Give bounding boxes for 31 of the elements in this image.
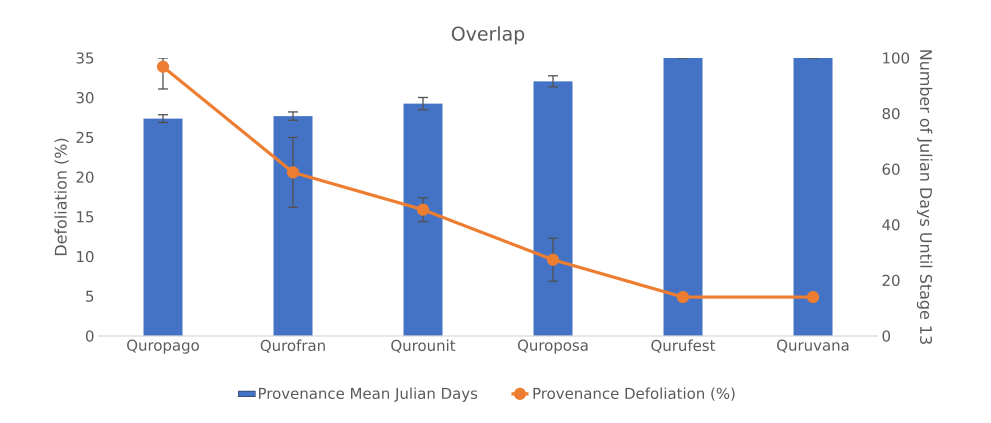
y2-tick-label: 0 <box>882 330 890 342</box>
y2-axis-title: Number of Julian Days Until Stage 13 <box>916 50 932 344</box>
y2-tick-label: 20 <box>882 274 900 286</box>
y-axis-title: Defoliation (%) <box>54 138 69 256</box>
y-tick-label: 10 <box>77 250 94 262</box>
legend-label: Provenance Mean Julian Days <box>259 387 478 402</box>
x-tick-label: Qurounit <box>391 340 456 353</box>
y2-tick-label: 80 <box>882 108 900 120</box>
point <box>546 254 560 266</box>
y-tick-label: 30 <box>76 92 94 104</box>
y2-tick-label: 100 <box>883 52 910 64</box>
y-tick-label: 0 <box>86 330 94 342</box>
y-tick-label: 25 <box>76 132 94 144</box>
point <box>676 291 690 304</box>
y-tick-label: 15 <box>77 211 94 222</box>
point <box>416 204 430 216</box>
y-tick-label: 35 <box>76 52 94 64</box>
point <box>806 291 820 304</box>
y-tick-label: 20 <box>76 171 94 183</box>
y2-tick-label: 40 <box>882 219 900 230</box>
y2-tick-label: 60 <box>882 164 900 175</box>
x-tick-label: Quroposa <box>518 340 588 354</box>
x-tick-label: Quruvana <box>777 340 848 353</box>
point <box>286 166 300 178</box>
point <box>156 60 170 73</box>
y-tick-label: 5 <box>86 290 94 302</box>
x-tick-label: Quropago <box>127 340 199 354</box>
chart-title: Overlap <box>452 26 524 44</box>
legend-label: Provenance Defoliation (%) <box>534 387 735 401</box>
x-tick-label: Qurufest <box>651 340 716 353</box>
x-tick-label: Qurofran <box>260 340 325 353</box>
